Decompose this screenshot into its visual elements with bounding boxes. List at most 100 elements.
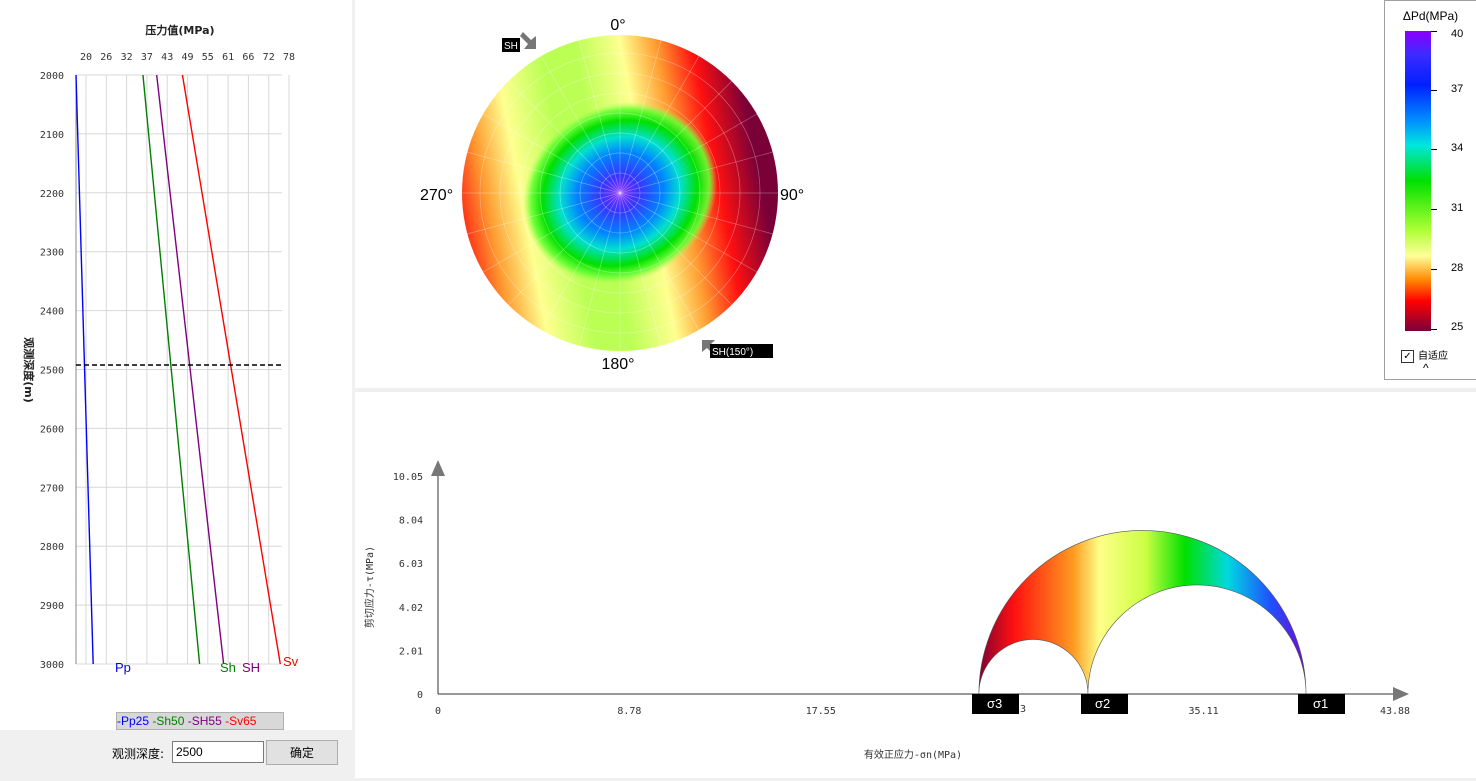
chart-grid	[75, 74, 290, 665]
x-tick-label: 26	[100, 52, 112, 63]
colorbar-tickmark	[1431, 209, 1437, 210]
x-tick-labels: 0 8.78 17.55 35.11 43.88	[435, 706, 1410, 717]
y-axis-arrow-icon	[431, 460, 445, 476]
x-tick-label: 37	[141, 52, 153, 63]
label-west: 270°	[420, 187, 453, 204]
series-legend: -Pp25 -Sh50 -SH55 -Sv65	[116, 712, 284, 730]
y-tick-label: 10.05	[393, 472, 423, 483]
sh-max-marker	[710, 344, 773, 358]
series-line-sh	[155, 74, 225, 665]
legend-sh-min: -Sh50	[152, 714, 185, 728]
stereonet-disc	[462, 35, 778, 351]
colorbar-tick: 40	[1451, 28, 1464, 40]
colorbar-tick: 25	[1451, 321, 1464, 333]
y-tick-label: 2400	[40, 307, 64, 318]
auto-fit-row[interactable]: ✓ 自适应	[1401, 347, 1448, 363]
series-line-pp	[75, 74, 94, 665]
x-tick-label: 72	[263, 52, 275, 63]
sh-min-label: SH	[504, 41, 518, 52]
stereonet-svg: 0° 90° 270° 180° SH SH(150°)	[420, 17, 804, 373]
x-tick-label: 43.88	[1380, 706, 1410, 717]
auto-fit-checkbox[interactable]: ✓	[1401, 349, 1414, 363]
colorbar-tick: 34	[1451, 142, 1464, 154]
x-tick-label: 66	[242, 52, 254, 63]
colorbar-tick: 31	[1451, 202, 1464, 214]
label-north: 0°	[610, 17, 625, 34]
y-tick-labels: 2000 2100 2200 2300 2400 2500 2600 2700 2800 2900…	[40, 71, 64, 671]
x-tick-label: 0	[435, 706, 441, 717]
stereonet-panel: 0° 90° 270° 180° SH SH(150°)	[355, 0, 1476, 388]
sigma1-marker	[1298, 694, 1345, 714]
sh-max-label: SH(150°)	[712, 347, 753, 358]
x-tick-label: 43	[161, 52, 173, 63]
y-tick-label: 2000	[40, 71, 64, 82]
x-tick-labels: 20 26 32 37 43 49 55 61 66 72 78	[80, 52, 295, 63]
legend-sv: -Sv65	[225, 714, 257, 728]
x-tick-label: 20	[80, 52, 92, 63]
mohr-panel: 0 8.78 17.55 35.11 43.88 0 2.01 4.02 6.03 8.04 10…	[355, 392, 1476, 778]
y-tick-label: 2300	[40, 248, 64, 259]
y-tick-label: 3000	[40, 660, 64, 671]
x-tick-label: 8.78	[617, 706, 641, 717]
x-tick-label: 78	[283, 52, 295, 63]
series-line-sv	[181, 74, 281, 665]
y-tick-labels: 0 2.01 4.02 6.03 8.04 10.05	[393, 472, 423, 701]
x-tick-label: 61	[222, 52, 234, 63]
y-tick-label: 2.01	[399, 646, 423, 657]
y-axis-title: 观测深度(m)	[22, 337, 36, 403]
x-axis-title: 有效正应力-σn(MPa)	[864, 748, 962, 761]
colorbar-tick: 37	[1451, 83, 1464, 95]
y-tick-label: 2700	[40, 483, 64, 494]
mohr-chart: 0 8.78 17.55 35.11 43.88 0 2.01 4.02 6.03 8.04 10…	[363, 460, 1410, 761]
y-tick-label: 8.04	[399, 516, 423, 527]
y-tick-label: 6.03	[399, 559, 423, 570]
colorbar-tickmark	[1431, 31, 1437, 32]
depth-label: 观测深度:	[112, 747, 165, 761]
legend-pp: -Pp25	[117, 714, 150, 728]
label-east: 90°	[780, 187, 804, 204]
colorbar-gradient	[1405, 31, 1431, 331]
colorbar-panel: ΔPd(MPa) 40 37 34 31 28 25 ✓ 自适应 ^	[1384, 0, 1476, 380]
confirm-button[interactable]: 确定	[266, 740, 338, 765]
chart-title: 压力值(MPa)	[145, 23, 214, 37]
sigma2-marker	[1081, 694, 1128, 714]
colorbar-tickmark	[1431, 329, 1437, 330]
y-tick-label: 0	[417, 690, 423, 701]
sigma2-label: σ2	[1095, 696, 1110, 711]
partial-tick-label: 3	[1020, 704, 1026, 715]
sigma3-marker	[972, 694, 1019, 714]
y-tick-label: 2800	[40, 542, 64, 553]
y-tick-label: 2900	[40, 601, 64, 612]
sh-min-arrow-icon	[520, 32, 536, 49]
sigma1-label: σ1	[1313, 696, 1328, 711]
sigma3-label: σ3	[987, 696, 1002, 711]
depth-pressure-panel: 压力值(MPa) 20 26 32 37 43 49 55 61 66 72 78 2000 2100…	[0, 0, 352, 730]
x-tick-label: 17.55	[806, 706, 836, 717]
colorbar-tickmark	[1431, 269, 1437, 270]
y-axis-title: 剪切应力-τ(MPa)	[363, 546, 376, 628]
legend-sh-max: -SH55	[187, 714, 222, 728]
y-tick-label: 2200	[40, 189, 64, 200]
mohr-circle-region	[978, 530, 1307, 695]
line-label-pp: Pp	[115, 660, 131, 675]
pressure-lines	[75, 74, 281, 665]
x-tick-label: 32	[121, 52, 133, 63]
y-tick-label: 2500	[40, 366, 64, 377]
colorbar-title: ΔPd(MPa)	[1402, 9, 1459, 23]
x-tick-label: 55	[202, 52, 214, 63]
line-label-sh-min: Sh	[220, 660, 236, 675]
x-axis-arrow-icon	[1393, 687, 1409, 701]
sh-min-marker	[502, 38, 520, 52]
depth-input[interactable]	[172, 741, 264, 763]
series-line-sh	[142, 74, 201, 665]
label-south: 180°	[601, 356, 634, 373]
line-label-sv: Sv	[283, 654, 299, 669]
x-tick-label: 35.11	[1189, 706, 1219, 717]
y-tick-label: 4.02	[399, 603, 423, 614]
chevron-up-icon[interactable]: ^	[1423, 361, 1429, 375]
colorbar-tick: 28	[1451, 262, 1464, 274]
colorbar-tickmark	[1431, 149, 1437, 150]
depth-pressure-chart: 压力值(MPa) 20 26 32 37 43 49 55 61 66 72 78 2000 2100…	[22, 23, 299, 675]
auto-fit-label: 自适应	[1418, 351, 1448, 362]
colorbar-tickmark	[1431, 90, 1437, 91]
